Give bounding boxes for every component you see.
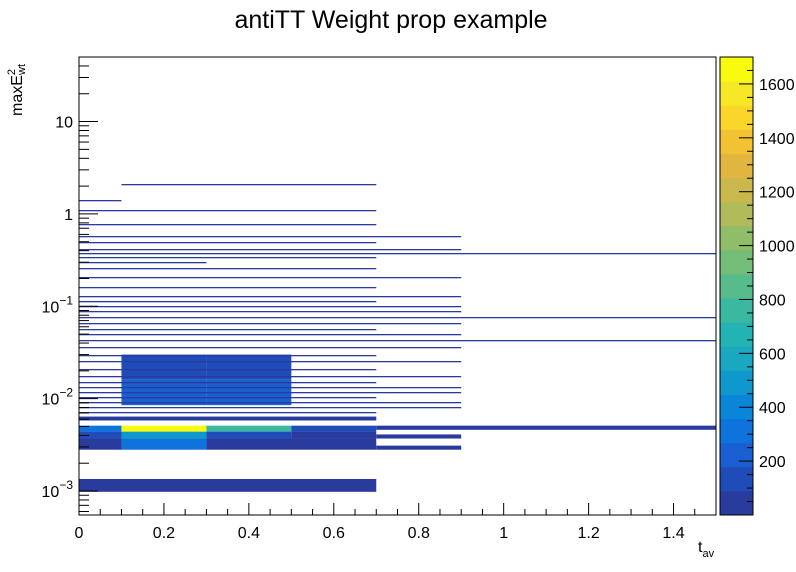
- color-scale-band: [720, 201, 753, 227]
- heatmap-thin-bin: [79, 392, 462, 394]
- y-tick-label: 10−1: [42, 293, 74, 316]
- heatmap-cell: [79, 416, 377, 421]
- color-scale-band: [720, 490, 753, 516]
- color-scale-label: 200: [759, 454, 786, 471]
- color-scale-label: 1400: [759, 131, 795, 148]
- color-scale-band: [720, 466, 753, 492]
- heatmap-cell: [121, 438, 207, 450]
- heatmap-cell: [79, 431, 122, 439]
- color-scale-band: [720, 129, 753, 154]
- heatmap-thin-bin: [79, 277, 462, 279]
- heatmap-thin-bin: [121, 184, 377, 186]
- color-scale-band: [720, 81, 753, 106]
- x-axis: 0 0.2 0.4 0.6 0.8 1 1.2 1.4: [75, 503, 717, 542]
- color-scale-band: [720, 177, 753, 203]
- heatmap-thin-bin: [79, 306, 462, 308]
- x-tick-label: 1.4: [662, 525, 684, 542]
- heatmap-thin-bin: [79, 407, 462, 409]
- heatmap-thin-bins: [79, 184, 716, 414]
- heatmap-cell: [206, 431, 292, 439]
- heatmap-thin-bin: [79, 257, 377, 259]
- heatmap-thin-bin: [79, 334, 462, 336]
- heatmap-thin-bin: [79, 387, 462, 389]
- heatmap-thin-bin: [79, 361, 462, 363]
- heatmap-thin-bin: [79, 412, 377, 414]
- heatmap-thin-bin: [79, 397, 377, 399]
- color-scale-label: 600: [759, 346, 786, 363]
- heatmap-cell: [121, 354, 207, 380]
- y-tick-label: 1: [64, 207, 73, 224]
- y-axis-label: maxE2wt: [6, 64, 28, 116]
- x-tick-label: 0: [75, 525, 84, 542]
- color-scale-band: [720, 57, 753, 82]
- x-axis-label: tav: [698, 539, 715, 560]
- color-scale-band: [720, 418, 753, 444]
- x-tick-label: 0.6: [323, 525, 345, 542]
- heatmap-cell: [121, 425, 207, 432]
- heatmap-cell: [206, 425, 292, 432]
- x-tick-label: 1: [499, 525, 508, 542]
- color-scale-label: 1000: [759, 239, 795, 256]
- heatmap-thin-bin: [79, 382, 377, 384]
- heatmap-thin-bin: [79, 268, 377, 270]
- heatmap-thin-bin: [79, 329, 377, 331]
- y-tick-label: 10: [55, 115, 73, 132]
- heatmap-cell: [376, 445, 462, 450]
- color-scale: 200 400 600 800 1000 1200 1400 1600: [719, 56, 795, 516]
- y-tick-label: 10−3: [42, 478, 74, 501]
- heatmap-thin-bin: [79, 210, 377, 212]
- color-scale-band: [720, 153, 753, 179]
- color-scale-band: [720, 298, 753, 323]
- heatmap-thin-bin: [79, 340, 716, 342]
- heatmap-cells: [79, 354, 716, 492]
- heatmap-cell: [376, 434, 462, 439]
- heatmap-thin-bin: [79, 317, 716, 319]
- heatmap-thin-bin: [79, 242, 377, 244]
- heatmap-cell: [206, 354, 292, 380]
- heatmap-thin-bin: [79, 355, 377, 357]
- heatmap-cell: [376, 425, 716, 430]
- heatmap-thin-bin: [79, 253, 716, 255]
- heatmap-cell: [291, 425, 377, 432]
- x-tick-label: 0.8: [408, 525, 430, 542]
- heatmap-cell: [79, 425, 122, 432]
- x-tick-label: 1.2: [577, 525, 599, 542]
- y-axis: 10−3 10−2 10−1 1 10: [42, 56, 98, 513]
- chart-title: antiTT Weight prop example: [234, 6, 547, 34]
- heatmap-thin-bin: [79, 236, 462, 238]
- color-scale-band: [720, 322, 753, 347]
- heatmap-thin-bin: [79, 323, 462, 325]
- heatmap-thin-bin: [79, 347, 462, 349]
- y-tick-label: 10−2: [42, 386, 74, 409]
- x-tick-label: 0.4: [238, 525, 260, 542]
- color-scale-label: 400: [759, 400, 786, 417]
- heatmap-cell: [206, 438, 377, 450]
- color-scale-band: [720, 249, 753, 275]
- heatmap-thin-bin: [79, 249, 462, 251]
- color-scale-band: [720, 225, 753, 251]
- color-scale-label: 1600: [759, 77, 795, 94]
- heatmap-cell: [121, 431, 207, 439]
- color-scale-band: [720, 442, 753, 468]
- heatmap-thin-bin: [79, 200, 122, 202]
- heatmap-thin-bin: [79, 376, 462, 378]
- heatmap-thin-bin: [79, 311, 462, 313]
- heatmap-thin-bin: [79, 287, 377, 289]
- heatmap-thin-bin: [79, 402, 462, 404]
- heatmap-thin-bin: [79, 224, 377, 226]
- heatmap-thin-bin: [79, 369, 377, 371]
- heatmap-thin-bin: [79, 296, 462, 298]
- x-tick-label: 0.2: [153, 525, 175, 542]
- color-scale-label: 1200: [759, 185, 795, 202]
- heatmap-cell: [79, 438, 122, 450]
- color-scale-band: [720, 370, 753, 395]
- heatmap-thin-bin: [79, 301, 377, 303]
- heatmap-cell: [291, 431, 377, 439]
- heatmap-thin-bin: [79, 262, 207, 264]
- heatmap-cell: [79, 478, 377, 492]
- color-scale-band: [720, 105, 753, 130]
- color-scale-label: 800: [759, 292, 786, 309]
